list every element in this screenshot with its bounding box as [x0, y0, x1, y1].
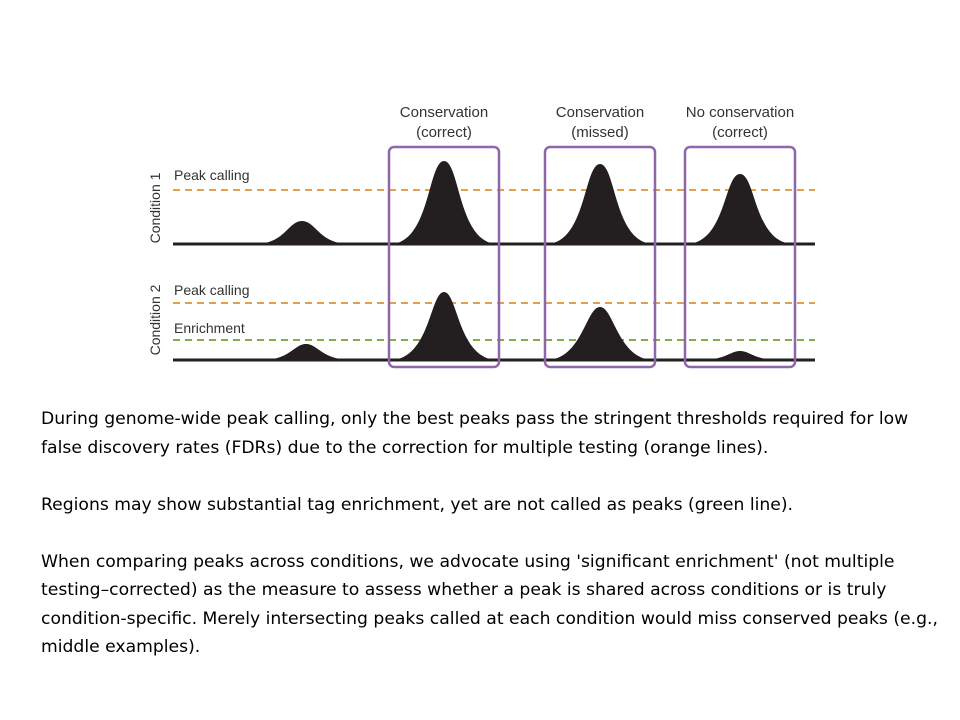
box-conservation-missed: [543, 145, 657, 369]
column-title-not-conserved-correct-line2: (correct): [712, 124, 768, 141]
condition-2-peak-column-3: [700, 351, 780, 360]
caption-paragraph-comparison: When comparing peaks across conditions, …: [41, 551, 938, 658]
condition-1-peak-small: [255, 221, 350, 244]
column-title-conserved-missed-line2: (missed): [571, 124, 629, 141]
column-title-not-conserved-correct-line1: No conservation: [686, 104, 794, 121]
condition-2-peak-calling-label: Peak calling: [174, 282, 250, 298]
condition-2-peak-column-2: [546, 307, 654, 360]
condition-1-label: Condition 1: [147, 172, 163, 243]
box-conservation-correct: [387, 145, 501, 369]
condition-2-enrichment-label: Enrichment: [174, 320, 245, 336]
column-title-conserved-correct-line1: Conservation: [400, 104, 488, 121]
column-title-conserved-missed-line1: Conservation: [556, 104, 644, 121]
condition-1-peak-calling-label: Peak calling: [174, 167, 250, 183]
peak-conservation-diagram: Conservation (correct) Conservation (mis…: [147, 104, 815, 369]
box-no-conservation-correct: [683, 145, 797, 369]
column-title-conserved-correct-line2: (correct): [416, 124, 472, 141]
condition-2-peak-small: [262, 344, 352, 360]
condition-1-peak-column-3: [686, 174, 794, 244]
caption-paragraph-enrichment: Regions may show substantial tag enrichm…: [41, 494, 794, 515]
caption-paragraph-peak-calling: During genome-wide peak calling, only th…: [41, 409, 909, 458]
condition-1-peak-column-2: [546, 164, 654, 244]
condition-1-peak-column-1: [390, 161, 498, 244]
figure-caption: During genome-wide peak calling, only th…: [41, 405, 941, 662]
condition-2-label: Condition 2: [147, 284, 163, 355]
condition-2-peak-column-1: [390, 292, 498, 360]
